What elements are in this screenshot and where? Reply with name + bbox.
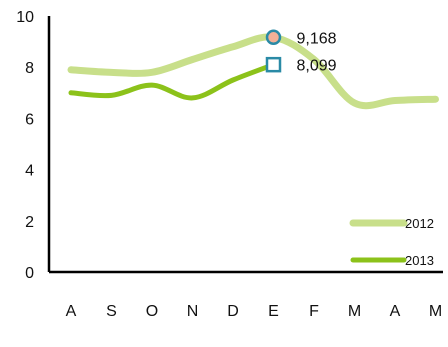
- y-tick-label: 4: [25, 163, 34, 180]
- x-tick-label: M: [348, 303, 361, 320]
- x-tick-label: O: [146, 303, 158, 320]
- data-label: 8,099: [297, 58, 337, 75]
- chart-axes: [47, 16, 443, 274]
- y-tick-label: 6: [25, 111, 34, 128]
- series-line-2013: [68, 62, 276, 101]
- y-tick-label: 2: [25, 214, 34, 231]
- x-tick-label: D: [227, 303, 239, 320]
- marker-square: [265, 56, 282, 73]
- x-tick-label: M: [429, 303, 442, 320]
- x-tick-label: A: [66, 303, 77, 320]
- x-tick-label: E: [268, 303, 279, 320]
- y-tick-label: 8: [25, 60, 34, 77]
- y-tick-label: 0: [25, 265, 34, 282]
- x-tick-label: S: [106, 303, 117, 320]
- y-tick-label: 10: [16, 9, 34, 26]
- series-line-2012: [67, 33, 439, 110]
- x-tick-label: F: [309, 303, 319, 320]
- annotation-markers: 9,168 8,099: [265, 29, 337, 75]
- legend-label: 2013: [405, 253, 434, 268]
- data-label: 9,168: [297, 30, 337, 47]
- marker-circle: [265, 29, 282, 46]
- legend-label: 2012: [405, 216, 434, 231]
- series-lines: [67, 33, 439, 110]
- x-tick-label: N: [187, 303, 199, 320]
- legend: 2012 2013: [349, 216, 434, 268]
- x-tick-label: A: [390, 303, 401, 320]
- y-tick-labels: 0 2 4 6 8 10: [16, 9, 34, 282]
